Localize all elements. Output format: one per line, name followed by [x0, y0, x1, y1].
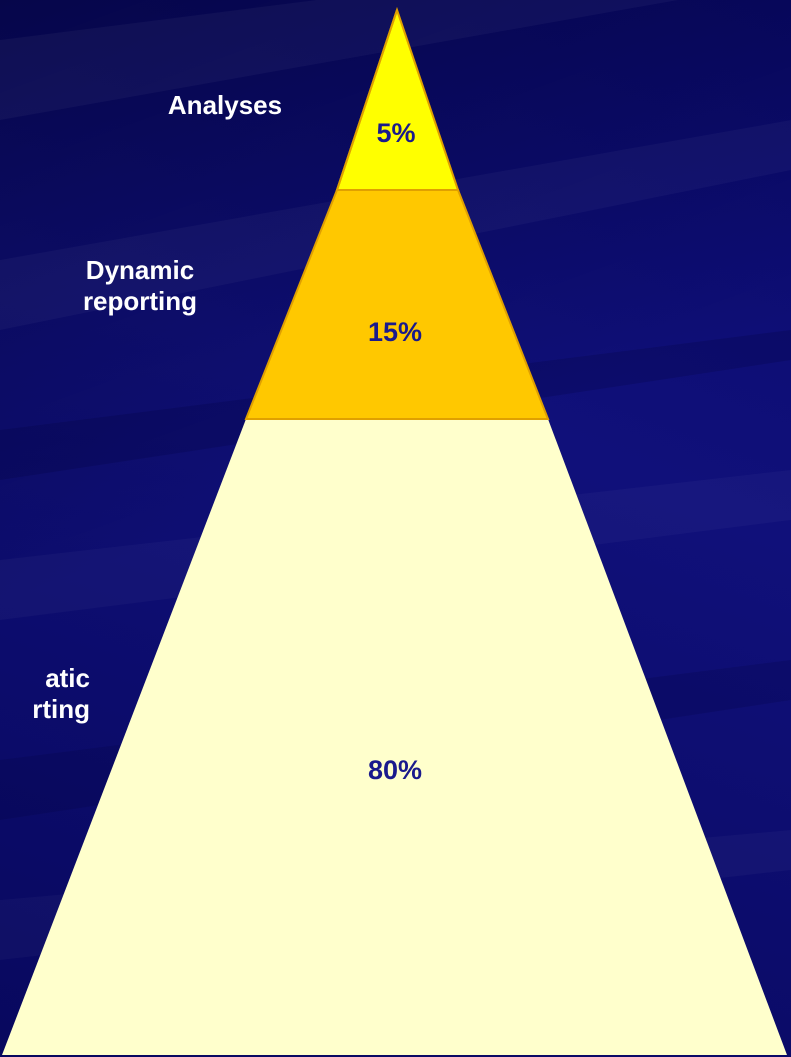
- tier-label-dynamic-reporting: Dynamic reporting: [82, 255, 198, 316]
- tier-label-analyses: Analyses: [167, 90, 283, 120]
- pyramid-tier-bottom: [2, 419, 787, 1055]
- tier-percent-bottom: 80%: [367, 755, 423, 785]
- pyramid-tier-middle: [244, 189, 550, 420]
- tier-percent-top: 5%: [376, 118, 416, 148]
- tier-label-static-reporting: atic rting: [32, 663, 90, 724]
- tier-percent-middle: 15%: [367, 317, 423, 347]
- pyramid-tier-top: [335, 6, 460, 191]
- pyramid-top-stroke-left: [336, 9, 398, 191]
